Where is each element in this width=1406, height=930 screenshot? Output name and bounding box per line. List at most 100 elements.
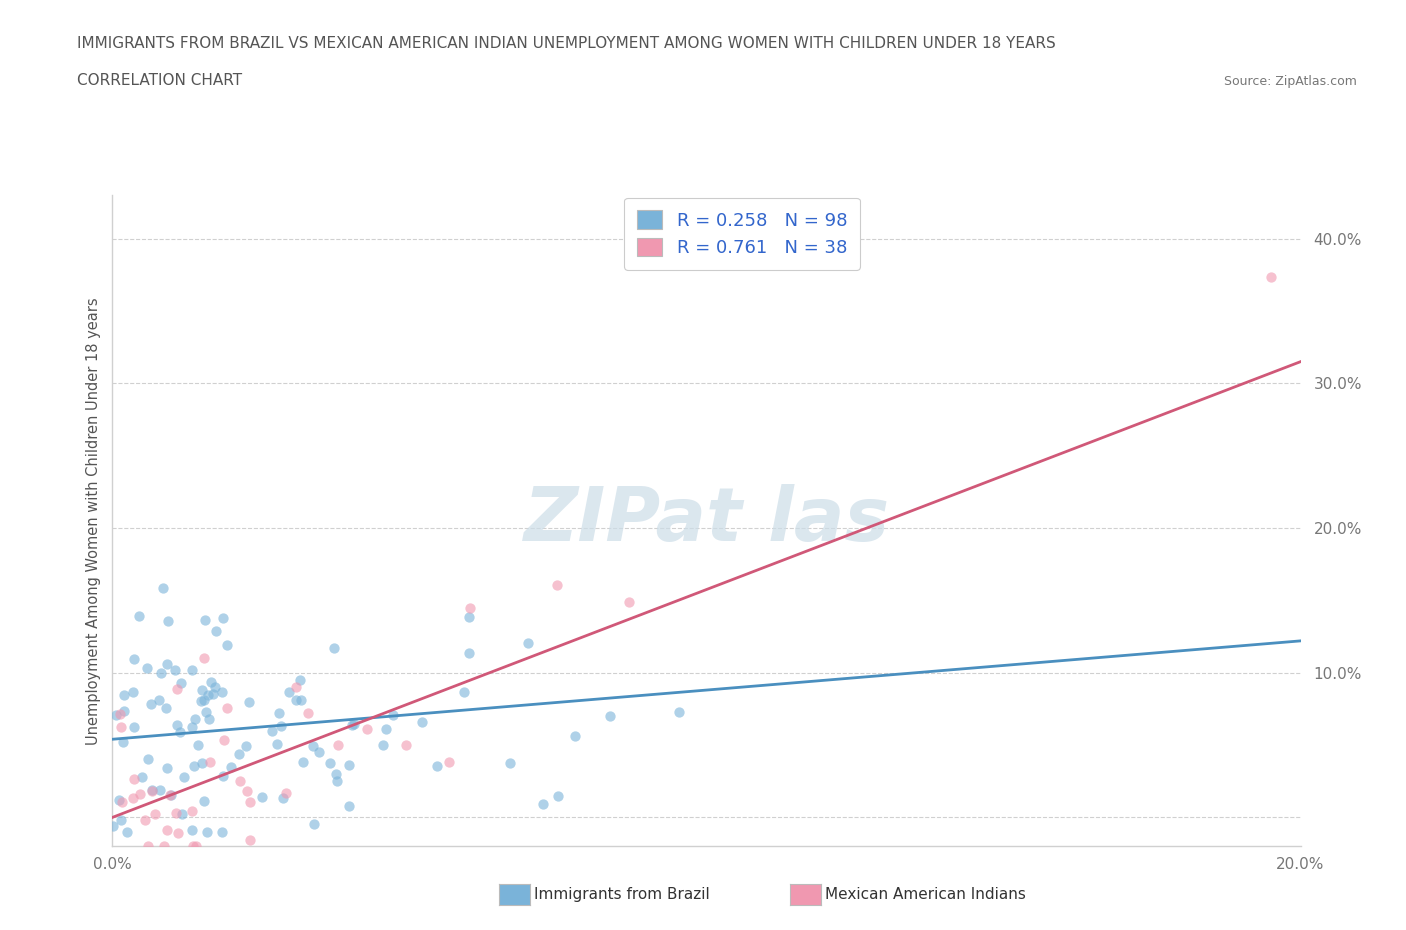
Point xyxy=(122,771,145,786)
Legend: R = 0.258   N = 98, R = 0.761   N = 38: R = 0.258 N = 98, R = 0.761 N = 38 xyxy=(624,198,860,270)
Point xyxy=(135,660,157,675)
Point xyxy=(155,700,177,715)
Point xyxy=(136,751,159,766)
Point xyxy=(325,766,347,781)
Point xyxy=(122,684,145,699)
Point xyxy=(499,755,522,770)
Point xyxy=(276,785,298,800)
Text: ZIPat las: ZIPat las xyxy=(523,485,890,557)
Point xyxy=(195,705,218,720)
Point xyxy=(458,601,481,616)
Point xyxy=(115,824,138,839)
Point xyxy=(238,695,260,710)
Point xyxy=(107,792,129,807)
Point xyxy=(270,719,292,734)
Point xyxy=(228,774,250,789)
Point xyxy=(260,724,283,738)
Point xyxy=(371,737,394,752)
Text: CORRELATION CHART: CORRELATION CHART xyxy=(77,73,242,88)
Point xyxy=(141,697,163,711)
Point xyxy=(149,665,172,680)
Point xyxy=(184,711,207,726)
Point xyxy=(250,790,273,804)
Point xyxy=(122,790,145,805)
Point xyxy=(194,613,217,628)
Point xyxy=(323,641,346,656)
Point xyxy=(190,694,212,709)
Point xyxy=(187,737,209,752)
Point xyxy=(239,832,262,847)
Point xyxy=(163,663,186,678)
Point xyxy=(411,715,433,730)
Point xyxy=(181,823,204,838)
Text: Immigrants from Brazil: Immigrants from Brazil xyxy=(534,887,710,902)
Point xyxy=(152,580,174,595)
Point xyxy=(271,790,294,805)
Point xyxy=(337,758,360,773)
Point xyxy=(184,839,207,854)
Point xyxy=(219,759,242,774)
Point xyxy=(204,679,226,694)
Point xyxy=(211,611,233,626)
Point xyxy=(148,692,170,707)
Point xyxy=(193,693,215,708)
Point xyxy=(159,788,181,803)
Point xyxy=(166,718,188,733)
Point xyxy=(668,704,690,719)
Point xyxy=(201,686,224,701)
Point xyxy=(169,724,191,739)
Point xyxy=(297,705,319,720)
Point xyxy=(191,683,214,698)
Point xyxy=(198,712,221,727)
Y-axis label: Unemployment Among Women with Children Under 18 years: Unemployment Among Women with Children U… xyxy=(86,297,101,745)
Point xyxy=(356,722,378,737)
Point xyxy=(159,788,181,803)
Point xyxy=(173,770,195,785)
Point xyxy=(166,825,188,840)
Point xyxy=(149,783,172,798)
Point xyxy=(269,706,291,721)
Point xyxy=(326,774,349,789)
Point xyxy=(211,824,233,839)
Point xyxy=(1260,270,1282,285)
Point xyxy=(343,717,366,732)
Point xyxy=(292,754,315,769)
Text: IMMIGRANTS FROM BRAZIL VS MEXICAN AMERICAN INDIAN UNEMPLOYMENT AMONG WOMEN WITH : IMMIGRANTS FROM BRAZIL VS MEXICAN AMERIC… xyxy=(77,36,1056,51)
Point xyxy=(141,782,163,797)
Point xyxy=(284,680,307,695)
Point xyxy=(166,682,188,697)
Point xyxy=(141,784,163,799)
Point xyxy=(152,839,174,854)
Point xyxy=(547,789,569,804)
Text: Mexican American Indians: Mexican American Indians xyxy=(825,887,1026,902)
Point xyxy=(457,609,479,624)
Point xyxy=(156,823,179,838)
Point xyxy=(437,754,460,769)
Point xyxy=(564,728,586,743)
Point xyxy=(193,651,215,666)
Point xyxy=(458,645,481,660)
Point xyxy=(112,687,135,702)
Point xyxy=(156,761,179,776)
Point xyxy=(278,684,301,699)
Point xyxy=(198,755,221,770)
Point xyxy=(288,673,311,688)
Point xyxy=(180,662,202,677)
Point xyxy=(426,758,449,773)
Point xyxy=(181,804,204,819)
Point xyxy=(124,652,146,667)
Point xyxy=(111,735,134,750)
Point xyxy=(193,794,215,809)
Point xyxy=(375,722,398,737)
Point xyxy=(204,624,226,639)
Point xyxy=(212,733,235,748)
Point xyxy=(101,818,124,833)
Point xyxy=(183,759,205,774)
Point xyxy=(546,578,568,592)
Point xyxy=(156,657,179,671)
Point xyxy=(181,839,204,854)
Point xyxy=(110,719,132,734)
Point xyxy=(217,638,239,653)
Point xyxy=(197,687,219,702)
Point xyxy=(326,737,349,752)
